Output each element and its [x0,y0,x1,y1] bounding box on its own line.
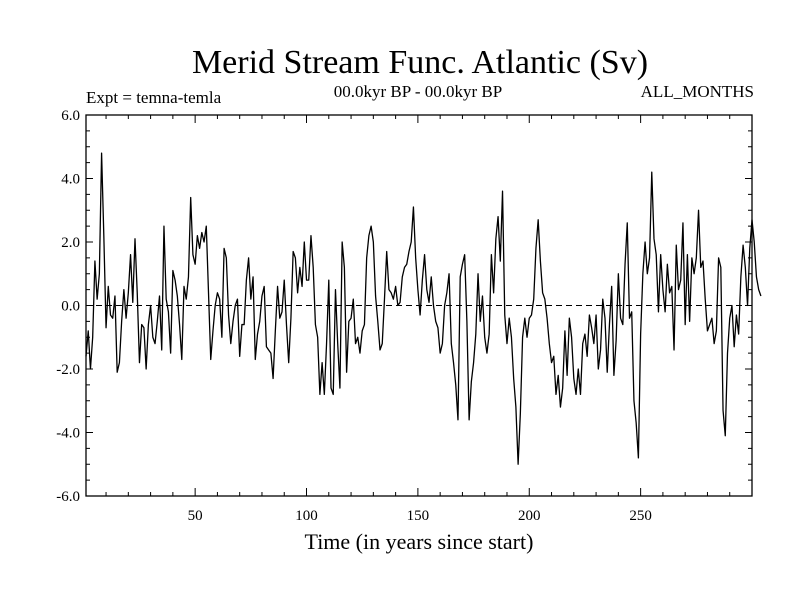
y-tick-label: -2.0 [56,362,80,378]
months-label: ALL_MONTHS [641,82,754,101]
y-tick-label: 4.0 [61,172,80,188]
x-tick-label: 50 [188,508,203,524]
chart-title: Merid Stream Func. Atlantic (Sv) [192,44,648,81]
experiment-label: Expt = temna-temla [86,88,222,107]
y-tick-label: 0.0 [61,299,80,315]
plot-frame [85,114,753,497]
series-layer [85,152,762,465]
series-line [85,152,762,465]
x-axis-label: Time (in years since start) [305,529,534,554]
y-tick-label: -6.0 [56,489,80,505]
x-tick-label: 250 [629,508,652,524]
y-tick-label: 6.0 [61,108,80,124]
x-tick-label: 150 [407,508,430,524]
x-tick-label: 100 [295,508,318,524]
period-label: 00.0kyr BP - 00.0kyr BP [334,82,502,101]
y-tick-label: -4.0 [56,426,80,442]
x-tick-label: 200 [518,508,541,524]
y-tick-label: 2.0 [61,235,80,251]
